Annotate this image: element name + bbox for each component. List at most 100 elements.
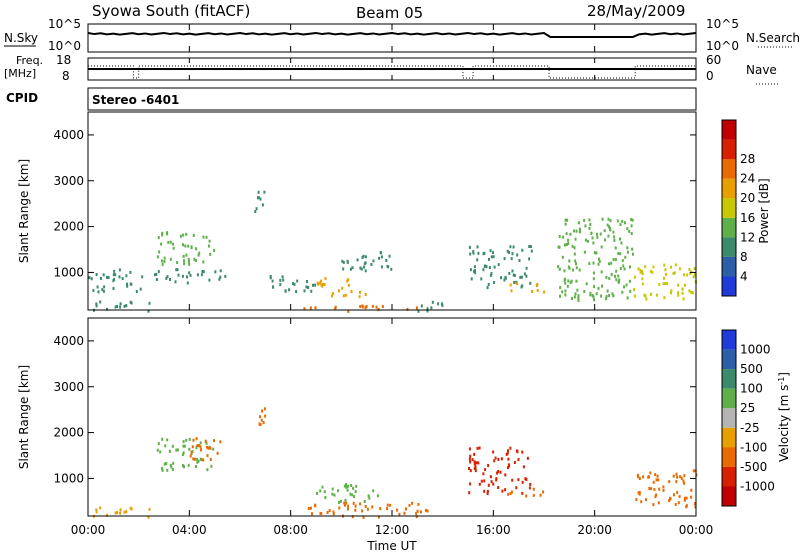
echo-cell bbox=[488, 266, 491, 269]
echo-cell bbox=[574, 237, 577, 241]
echo-cell bbox=[562, 235, 565, 239]
echo-cell bbox=[641, 272, 644, 276]
echo-cell bbox=[417, 309, 420, 313]
echo-cell bbox=[349, 267, 352, 271]
echo-cell bbox=[503, 257, 506, 261]
echo-cell bbox=[618, 278, 621, 282]
echo-cell bbox=[497, 486, 500, 489]
echo-cell bbox=[513, 280, 516, 284]
echo-cell bbox=[157, 236, 160, 240]
echo-cell bbox=[652, 480, 655, 484]
echo-cell bbox=[200, 273, 203, 277]
echo-cell bbox=[202, 260, 205, 264]
echo-cell bbox=[621, 290, 624, 294]
echo-cell bbox=[637, 267, 640, 271]
echo-cell bbox=[163, 462, 166, 466]
echo-cell bbox=[191, 445, 194, 449]
echo-cell bbox=[655, 293, 658, 297]
echo-cell bbox=[508, 271, 511, 275]
echo-cell bbox=[483, 479, 486, 483]
echo-cell bbox=[608, 294, 611, 298]
echo-cell bbox=[197, 253, 200, 257]
echo-cell bbox=[363, 265, 366, 269]
echo-cell bbox=[169, 463, 172, 467]
echo-cell bbox=[493, 265, 496, 269]
echo-cell bbox=[521, 284, 524, 288]
echo-cell bbox=[363, 500, 366, 503]
echo-cell bbox=[206, 454, 209, 458]
echo-cell bbox=[161, 262, 164, 266]
echo-cell bbox=[569, 232, 572, 236]
echo-cell bbox=[596, 235, 599, 239]
echo-cell bbox=[378, 256, 381, 260]
power-colorbar: 4 8 12 16 20 24 28 bbox=[721, 119, 755, 297]
echo-cell bbox=[672, 271, 675, 275]
echo-cell bbox=[623, 285, 625, 289]
echo-cell bbox=[293, 282, 296, 286]
velocity-ylabel: Slant Range [km] bbox=[17, 365, 31, 469]
echo-cell bbox=[614, 274, 616, 278]
echo-cell bbox=[415, 511, 418, 515]
echo-cell bbox=[468, 467, 470, 470]
echo-cell bbox=[683, 481, 686, 485]
echo-cell bbox=[684, 496, 686, 500]
echo-cell bbox=[347, 283, 350, 287]
echo-cell bbox=[669, 496, 672, 500]
echo-cell bbox=[351, 266, 354, 270]
echo-cell bbox=[476, 446, 479, 450]
echo-cell bbox=[219, 440, 222, 444]
echo-cell bbox=[598, 257, 600, 261]
echo-cell bbox=[662, 282, 665, 285]
echo-cell bbox=[112, 287, 115, 290]
echo-cell bbox=[564, 289, 567, 293]
echo-cell bbox=[396, 508, 399, 512]
nsky-tick-bottom: 10^0 bbox=[48, 39, 81, 53]
echo-cell bbox=[517, 478, 520, 482]
echo-cell bbox=[608, 225, 611, 229]
echo-cell bbox=[565, 243, 568, 246]
power-ylabel: Slant Range [km] bbox=[17, 159, 31, 263]
echo-cell bbox=[469, 252, 472, 256]
echo-cell bbox=[526, 456, 529, 460]
echo-cell bbox=[677, 291, 679, 295]
echo-cell bbox=[368, 496, 371, 500]
echo-cell bbox=[528, 486, 531, 490]
echo-cell bbox=[473, 462, 476, 466]
echo-cell bbox=[337, 289, 340, 293]
echo-cell bbox=[610, 273, 613, 276]
echo-cell bbox=[686, 273, 689, 277]
echo-cell bbox=[542, 490, 545, 494]
echo-cell bbox=[209, 252, 212, 256]
colorbar-tick-label: 500 bbox=[740, 362, 763, 376]
echo-cell bbox=[628, 279, 631, 283]
colorbar-swatch bbox=[722, 256, 736, 277]
y-tick-label: 1000 bbox=[53, 265, 84, 279]
echo-cell bbox=[385, 259, 388, 262]
echo-cell bbox=[641, 269, 643, 273]
echo-cell bbox=[331, 487, 334, 491]
echo-cell bbox=[603, 229, 606, 233]
echo-cell bbox=[468, 245, 471, 249]
echo-cell bbox=[347, 504, 349, 508]
echo-cell bbox=[522, 465, 525, 469]
echo-cell bbox=[650, 292, 652, 296]
echo-cell bbox=[370, 263, 373, 266]
echo-cell bbox=[614, 246, 617, 250]
echo-cell bbox=[607, 217, 610, 221]
echo-cell bbox=[510, 289, 513, 293]
echo-cell bbox=[652, 265, 655, 269]
echo-cell bbox=[193, 457, 196, 461]
colorbar-swatch bbox=[722, 330, 736, 350]
echo-cell bbox=[254, 210, 257, 213]
echo-cell bbox=[218, 277, 221, 281]
colorbar-tick-label: 100 bbox=[740, 382, 763, 396]
echo-cell bbox=[160, 242, 163, 246]
echo-cell bbox=[685, 504, 688, 508]
echo-cell bbox=[405, 507, 407, 511]
echo-cell bbox=[257, 196, 259, 200]
echo-cell bbox=[359, 305, 362, 308]
echo-cell bbox=[604, 238, 606, 242]
colorbar-swatch bbox=[722, 198, 736, 218]
echo-cell bbox=[509, 245, 512, 249]
echo-cell bbox=[508, 251, 511, 254]
